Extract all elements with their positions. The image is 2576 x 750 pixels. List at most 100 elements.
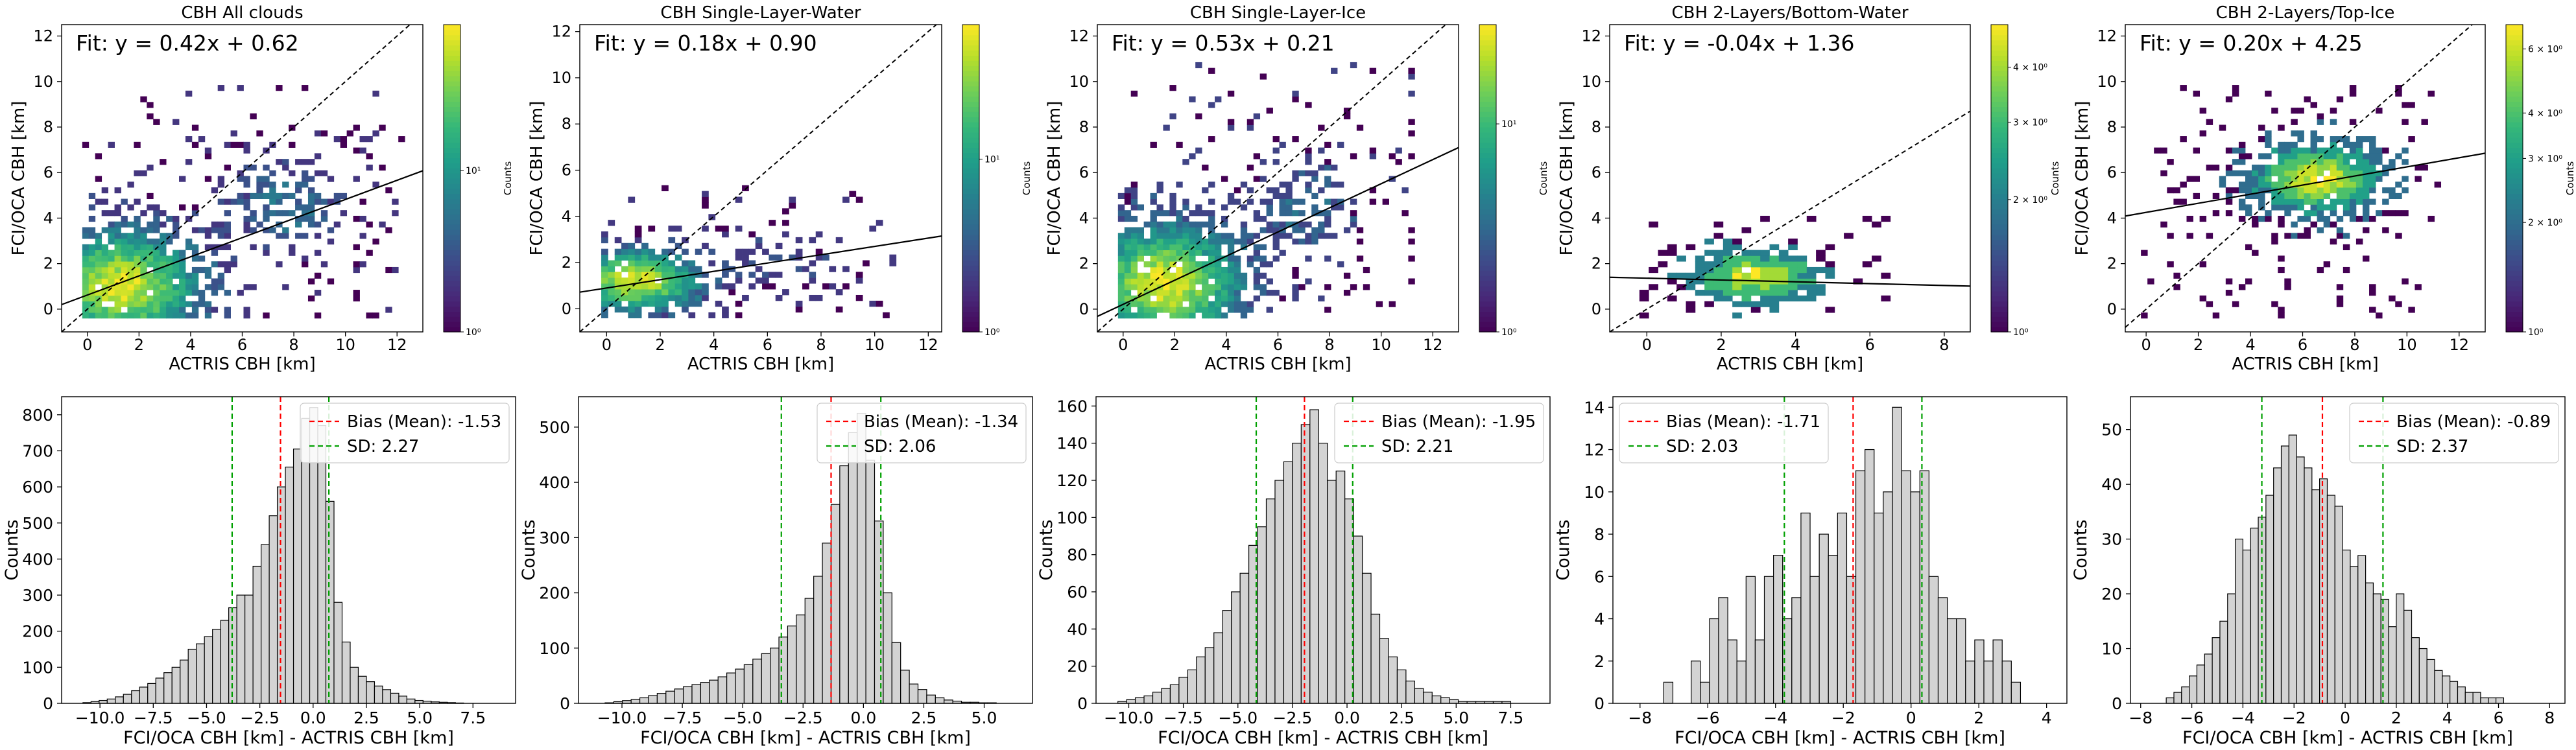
heatmap-cell xyxy=(1234,307,1241,313)
histogram-bar xyxy=(1222,610,1232,704)
histogram-bar xyxy=(2472,692,2481,704)
heatmap-cell xyxy=(662,185,669,192)
colorbar-segment xyxy=(1479,152,1496,158)
heatmap-cell xyxy=(2395,210,2402,217)
heatmap-cell xyxy=(2349,164,2357,171)
heatmap-cell xyxy=(185,215,193,222)
colorbar-segment xyxy=(1479,204,1496,209)
heatmap-cell xyxy=(1130,233,1138,239)
heatmap-cell xyxy=(1788,266,1798,274)
heatmap-cell xyxy=(114,227,121,233)
heatmap-cell xyxy=(668,277,676,284)
heatmap-cell xyxy=(2336,301,2344,307)
heatmap-cell xyxy=(302,182,309,188)
heatmap-cell xyxy=(1311,170,1318,176)
heatmap-cell xyxy=(1676,255,1686,262)
heatmap-cell xyxy=(320,130,328,137)
heatmap-cell xyxy=(634,226,642,232)
colorbar-segment xyxy=(1991,224,2008,230)
histogram-bar xyxy=(147,683,156,704)
heatmap-cell xyxy=(702,272,709,278)
heatmap-cell xyxy=(385,307,392,313)
heatmap-cell xyxy=(1163,295,1170,301)
y-tick-label: 40 xyxy=(1067,620,1088,639)
colorbar-segment xyxy=(1991,322,2008,327)
heatmap-cell xyxy=(2297,159,2304,165)
colorbar-segment xyxy=(2506,209,2523,215)
heatmap-cell xyxy=(1221,272,1228,279)
heatmap-cell xyxy=(614,260,622,266)
heatmap-cell xyxy=(366,164,373,171)
heatmap-cell xyxy=(153,272,160,279)
heatmap-cell xyxy=(2402,187,2409,194)
heatmap-cell xyxy=(1240,301,1248,307)
heatmap-cell xyxy=(1163,272,1170,279)
colorbar-segment xyxy=(2506,234,2523,240)
heatmap-cell xyxy=(1266,278,1273,285)
histogram-bar xyxy=(1791,597,1802,704)
colorbar-segment xyxy=(1479,122,1496,128)
colorbar-segment xyxy=(444,55,460,61)
heatmap-cell xyxy=(1169,250,1176,256)
heatmap-cell xyxy=(2369,147,2376,154)
heatmap-cell xyxy=(1130,255,1138,262)
heatmap-cell xyxy=(173,307,180,313)
heatmap-cell xyxy=(1227,272,1235,279)
heatmap-cell xyxy=(1750,307,1761,313)
heatmap-cell xyxy=(2317,119,2324,125)
heatmap-cell xyxy=(1713,290,1724,296)
y-tick-label: 0 xyxy=(2107,300,2117,318)
heatmap-cells xyxy=(580,25,942,332)
heatmap-cell xyxy=(835,237,843,244)
heatmap-cell xyxy=(1221,204,1228,211)
heatmap-cell xyxy=(662,266,669,272)
heatmap-cell xyxy=(1150,266,1157,274)
heatmap-cell xyxy=(307,210,315,217)
panel-title: CBH All clouds xyxy=(181,3,303,23)
histogram-bar xyxy=(1800,512,1811,704)
x-tick-label: −10.0 xyxy=(75,709,125,727)
heatmap-cell xyxy=(1215,244,1222,250)
heatmap-cell xyxy=(2376,312,2383,319)
x-tick-label: 6 xyxy=(2298,336,2308,354)
heatmap-cell xyxy=(211,250,219,256)
colorbar-segment xyxy=(2506,219,2523,225)
histogram-bar xyxy=(2434,670,2443,704)
heatmap-cell xyxy=(1202,312,1209,319)
heatmap-cell xyxy=(160,221,167,228)
colorbar-segment xyxy=(2506,96,2523,102)
histogram-bar xyxy=(883,592,892,704)
heatmap-cell xyxy=(166,239,173,245)
heatmap-cell xyxy=(179,250,186,256)
heatmap-cell xyxy=(1182,312,1189,319)
heatmap-cell xyxy=(802,283,809,290)
heatmap-cell xyxy=(1318,124,1325,131)
heatmap-cell xyxy=(1881,295,1891,301)
heatmap-cell xyxy=(224,210,231,217)
heatmap-cell xyxy=(2258,153,2265,159)
heatmap-cell xyxy=(95,176,102,182)
colorbar-segment xyxy=(444,60,460,66)
heatmap-cell xyxy=(2343,193,2350,199)
heatmap-cell xyxy=(121,272,128,279)
heatmap-cell xyxy=(224,141,231,148)
heatmap-cell xyxy=(1272,233,1280,239)
colorbar-segment xyxy=(444,137,460,143)
heatmap-cell xyxy=(2336,182,2344,188)
colorbar-frame xyxy=(2505,24,2523,333)
x-tick-label: 10 xyxy=(1371,336,1391,354)
colorbar-segment xyxy=(962,198,979,205)
heatmap-cell xyxy=(2349,187,2357,194)
heatmap-cell xyxy=(179,301,186,307)
heatmap-cell xyxy=(1408,239,1415,245)
heatmap-cell xyxy=(1401,187,1409,194)
heatmap-cell xyxy=(191,255,199,262)
heatmap-cell xyxy=(1343,113,1351,120)
colorbar-label: Counts xyxy=(2564,161,2576,196)
heatmap-cell xyxy=(2317,227,2324,233)
histogram-bar xyxy=(1169,684,1180,704)
heatmap-cell xyxy=(2238,153,2246,159)
heatmap-cell xyxy=(2232,187,2239,194)
colorbar-tick-label: 10⁰ xyxy=(2528,327,2544,338)
heatmap-cell xyxy=(2225,198,2233,205)
